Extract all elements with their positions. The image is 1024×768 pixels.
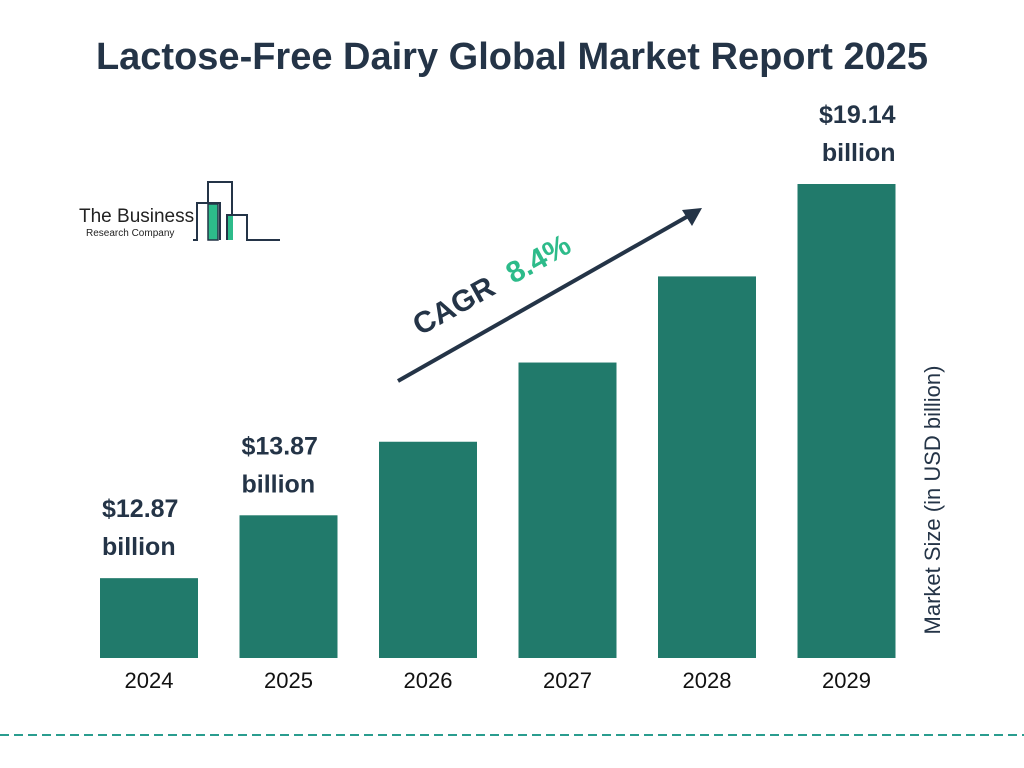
svg-text:CAGR 8.4%: CAGR 8.4% bbox=[407, 228, 576, 342]
data-label: billion bbox=[242, 470, 316, 498]
data-label: $12.87 bbox=[102, 495, 178, 523]
bar-2024 bbox=[100, 578, 198, 658]
bar-2028 bbox=[658, 276, 756, 658]
bar-2025 bbox=[239, 515, 338, 658]
data-label: $13.87 bbox=[242, 432, 318, 460]
x-tick-label: 2028 bbox=[683, 668, 732, 693]
cagr-annotation: CAGR 8.4% bbox=[397, 208, 702, 383]
cagr-value: 8.4% bbox=[501, 228, 577, 290]
x-tick-label: 2026 bbox=[404, 668, 453, 693]
bar-2026 bbox=[379, 441, 477, 658]
logo-line2: Research Company bbox=[86, 228, 174, 239]
logo: The Business Research Company bbox=[79, 181, 280, 241]
bar-2027 bbox=[518, 362, 617, 658]
chart-title: Lactose-Free Dairy Global Market Report … bbox=[95, 36, 929, 78]
data-label: $19.14 bbox=[819, 101, 896, 129]
x-tick-label: 2029 bbox=[822, 668, 871, 693]
x-tick-label: 2024 bbox=[125, 668, 174, 693]
bar-2029 bbox=[797, 184, 896, 658]
y-axis-label: Market Size (in USD billion) bbox=[920, 366, 945, 635]
x-tick-label: 2025 bbox=[264, 668, 313, 693]
data-label: billion bbox=[822, 139, 896, 167]
logo-line1: The Business bbox=[79, 206, 194, 227]
x-tick-label: 2027 bbox=[543, 668, 592, 693]
data-label: billion bbox=[102, 533, 176, 561]
